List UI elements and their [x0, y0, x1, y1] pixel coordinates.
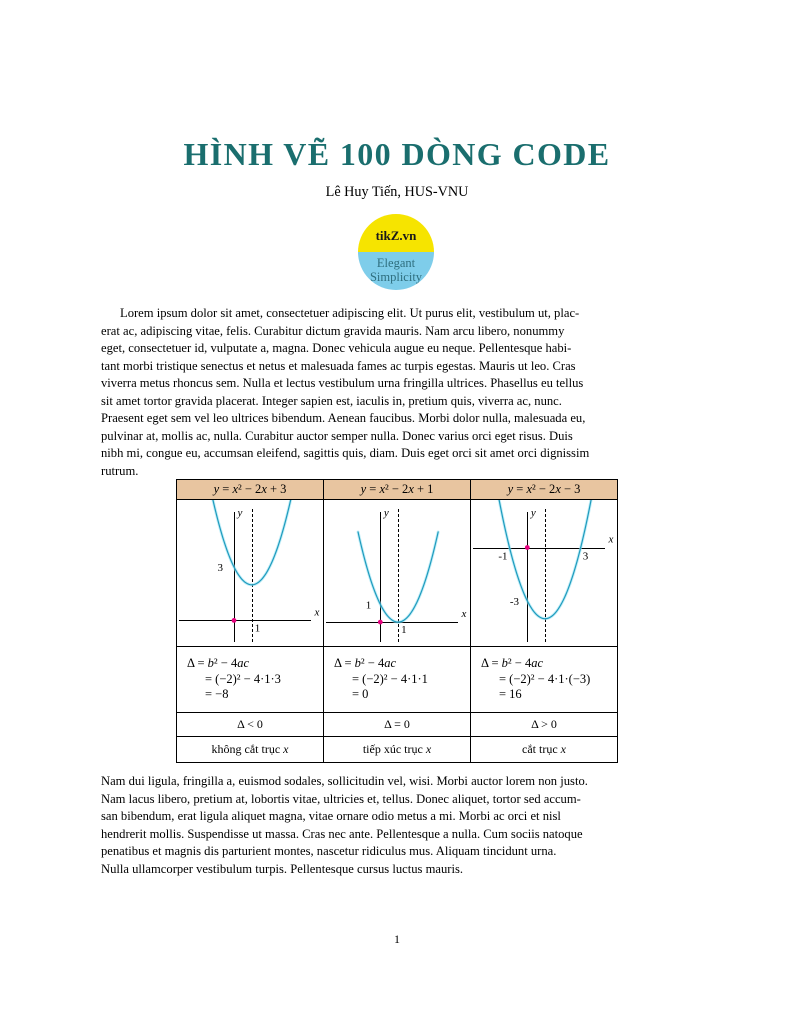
svg-text:y: y	[383, 507, 389, 519]
svg-text:1: 1	[401, 624, 407, 636]
svg-text:y: y	[530, 507, 536, 519]
svg-text:1: 1	[255, 622, 260, 634]
svg-text:3: 3	[218, 562, 224, 574]
svg-text:x: x	[461, 608, 467, 620]
svg-text:-3: -3	[510, 596, 520, 608]
svg-text:3: 3	[583, 551, 589, 563]
svg-text:-1: -1	[498, 551, 507, 563]
svg-text:x: x	[608, 534, 614, 546]
svg-text:y: y	[237, 507, 243, 519]
svg-text:1: 1	[366, 599, 372, 611]
svg-text:x: x	[314, 606, 320, 618]
